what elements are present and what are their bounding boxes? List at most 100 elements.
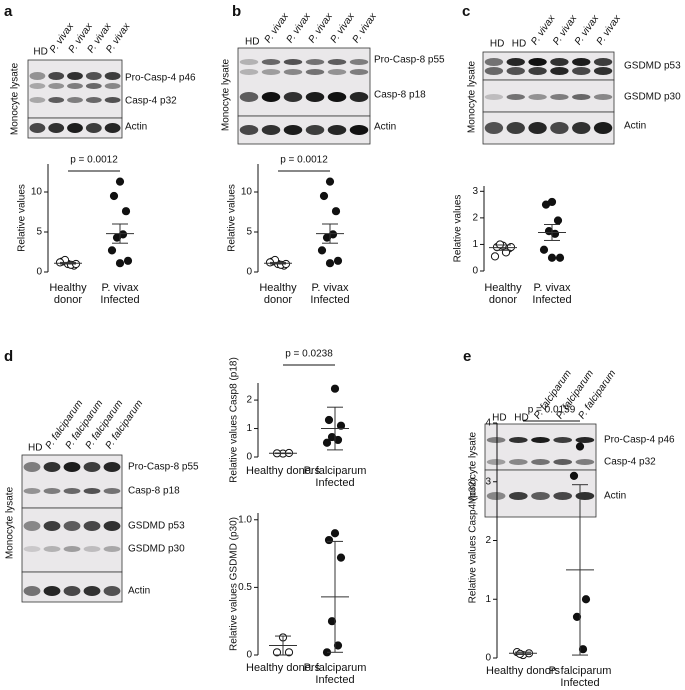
band — [484, 94, 504, 100]
band-label: Casp-8 p18 — [374, 90, 426, 101]
band-label: Actin — [624, 121, 646, 132]
band — [575, 437, 595, 443]
band — [506, 94, 525, 100]
band — [63, 462, 81, 472]
band-label: Pro-Casp-4 p46 — [125, 73, 196, 84]
band — [531, 437, 550, 443]
data-point — [327, 617, 337, 626]
y-tick-label: 1 — [246, 423, 252, 434]
band — [572, 122, 591, 134]
data-point — [490, 252, 500, 261]
band — [528, 94, 547, 100]
data-point — [336, 421, 346, 430]
data-point — [322, 438, 332, 447]
band — [486, 459, 506, 465]
y-tick-label: 1 — [485, 594, 491, 605]
band — [63, 586, 81, 596]
band — [508, 492, 528, 500]
band — [83, 488, 101, 494]
band — [239, 69, 259, 75]
data-point — [572, 612, 582, 621]
band — [572, 58, 591, 66]
data-point — [123, 256, 133, 265]
band — [103, 521, 121, 531]
y-tick-label: 0 — [485, 653, 491, 664]
y-tick-label: 5 — [246, 227, 252, 238]
data-point — [317, 246, 327, 255]
band — [349, 59, 369, 65]
y-tick-label: 5 — [36, 227, 42, 238]
p-value: p = 0.0012 — [280, 155, 328, 166]
band — [48, 97, 65, 103]
data-point — [109, 191, 119, 201]
band — [29, 72, 46, 80]
band — [486, 437, 506, 443]
y-tick-label: 0 — [246, 452, 252, 463]
band — [83, 546, 101, 552]
blot-frame — [237, 47, 371, 117]
band-label: Casp-4 p32 — [604, 457, 656, 468]
band — [239, 92, 259, 102]
data-point — [107, 246, 117, 255]
blot-frame — [482, 111, 615, 145]
band — [572, 67, 591, 75]
data-point — [115, 177, 125, 186]
band — [593, 122, 613, 134]
data-point — [319, 191, 329, 201]
y-tick-label: 1.0 — [238, 514, 252, 525]
band — [528, 58, 547, 66]
band — [23, 586, 41, 596]
lane-label: HD — [512, 39, 526, 50]
y-tick-label: 2 — [246, 395, 252, 406]
data-point — [324, 535, 334, 545]
x-category-label: Healthy donor — [484, 282, 522, 306]
band — [484, 122, 504, 134]
band — [550, 122, 569, 134]
data-point — [330, 529, 340, 538]
y-tick-label: 3 — [472, 186, 478, 197]
x-category-label: Healthy donors — [486, 665, 560, 677]
band — [550, 67, 569, 75]
band — [349, 125, 369, 135]
y-tick-label: 0 — [246, 267, 252, 278]
band — [553, 437, 573, 443]
band — [85, 123, 102, 133]
band-label: Actin — [604, 491, 626, 502]
band-label: GSDMD p30 — [624, 92, 681, 103]
band — [43, 586, 61, 596]
data-point — [324, 415, 334, 425]
band — [261, 69, 281, 75]
y-tick-label: 2 — [472, 213, 478, 224]
band-label: GSDMD p30 — [128, 544, 185, 555]
sample-label: Monocyte lysate — [5, 486, 16, 559]
band-label: Casp-4 p32 — [125, 96, 177, 107]
sample-label: Monocyte lysate — [221, 58, 232, 131]
x-category-label: Healthy donors — [246, 662, 320, 674]
blot-frame — [482, 79, 615, 113]
y-axis-label: Relative values Casp8 (p18) — [229, 357, 240, 483]
band — [23, 521, 41, 531]
band-label: Pro-Casp-8 p55 — [374, 55, 445, 66]
x-category-label: P. falciparum Infected — [548, 665, 612, 689]
data-point — [575, 442, 585, 451]
band — [48, 83, 65, 89]
data-point — [333, 256, 343, 265]
band — [484, 58, 504, 66]
band — [104, 83, 121, 89]
panel-letter: e — [463, 348, 471, 365]
band — [553, 492, 573, 500]
band — [508, 437, 528, 443]
band — [83, 586, 101, 596]
y-axis-label: Relative values — [227, 184, 238, 252]
band — [327, 59, 347, 65]
band — [43, 521, 61, 531]
band — [506, 67, 525, 75]
y-axis-label: Relative values — [17, 184, 28, 252]
band — [305, 69, 325, 75]
lane-label: HD — [245, 37, 259, 48]
band — [63, 521, 81, 531]
band — [261, 92, 281, 102]
panel-letter: a — [4, 3, 13, 20]
